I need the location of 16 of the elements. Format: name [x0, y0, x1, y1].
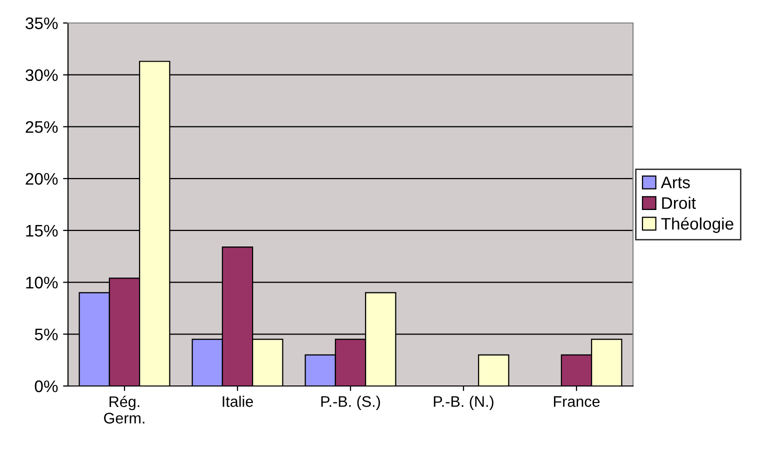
y-tick-label: 35%	[26, 17, 58, 30]
y-tick-label: 30%	[26, 69, 58, 82]
x-tick-label: France	[554, 396, 600, 407]
x-tick-label: Rég. Germ.	[104, 396, 144, 424]
y-tick-label: 5%	[34, 328, 58, 340]
legend-label: Théologie	[661, 217, 734, 233]
x-tick-label: Italie	[222, 396, 253, 407]
x-tick-label: P.-B. (N.)	[434, 396, 494, 410]
legend-label: Droit	[662, 196, 696, 209]
y-tick-label: 25%	[26, 121, 58, 133]
y-tick-label: 10%	[26, 276, 58, 288]
y-tick-label: 15%	[26, 224, 58, 237]
legend-label: Arts	[660, 176, 690, 188]
x-tick-label: P.-B. (S.)	[321, 396, 380, 410]
y-tick-label: 20%	[26, 172, 58, 185]
y-tick-label: 0%	[34, 380, 58, 392]
